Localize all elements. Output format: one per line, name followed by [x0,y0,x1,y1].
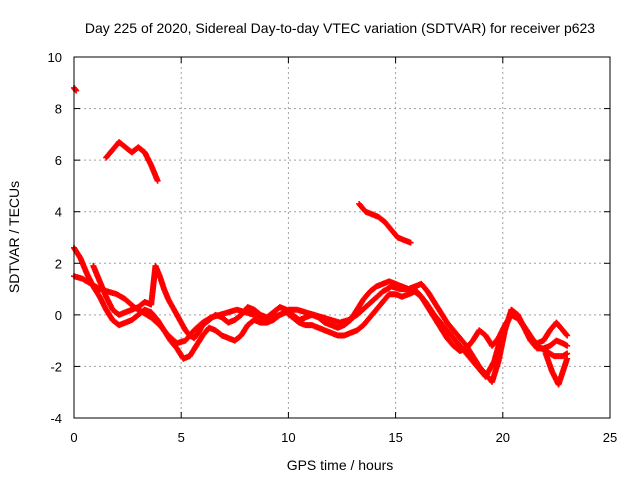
grid [74,57,610,418]
plot-frame [73,56,611,419]
x-axis-label: GPS time / hours [287,457,394,473]
data-point [407,239,414,246]
y-tick-label: 6 [55,153,62,168]
data-point [563,331,570,338]
series-track-g [542,350,571,388]
y-tick-label: 8 [55,102,62,117]
data-point [154,177,161,184]
y-tick-label: 0 [55,308,62,323]
y-tick-label: 4 [55,205,62,220]
x-tick-label: 15 [388,430,402,445]
y-axis-label: SDTVAR / TECUs [6,181,22,293]
series-track-e [103,139,161,184]
series-track-b [71,244,571,362]
data-point [564,350,571,357]
chart-title: Day 225 of 2020, Sidereal Day-to-day VTE… [85,20,595,36]
tick-labels: 0 5 10 15 20 25 -4 -2 0 2 4 6 8 10 [48,50,618,445]
series-track-f [356,200,414,246]
x-tick-label: 20 [496,430,510,445]
data-point [564,342,571,349]
data-point [564,355,571,362]
x-tick-label: 5 [178,430,185,445]
data-point [564,332,571,339]
y-tick-label: 10 [48,50,62,65]
y-tick-label: 2 [55,256,62,271]
x-tick-label: 10 [281,430,295,445]
x-tick-label: 0 [70,430,77,445]
y-tick-label: -2 [50,359,62,374]
series-track-d [71,84,80,94]
x-tick-label: 25 [603,430,617,445]
axis-ticks [73,56,611,419]
y-tick-label: -4 [50,411,62,426]
data-points [71,84,571,388]
series-track-c [90,262,571,385]
